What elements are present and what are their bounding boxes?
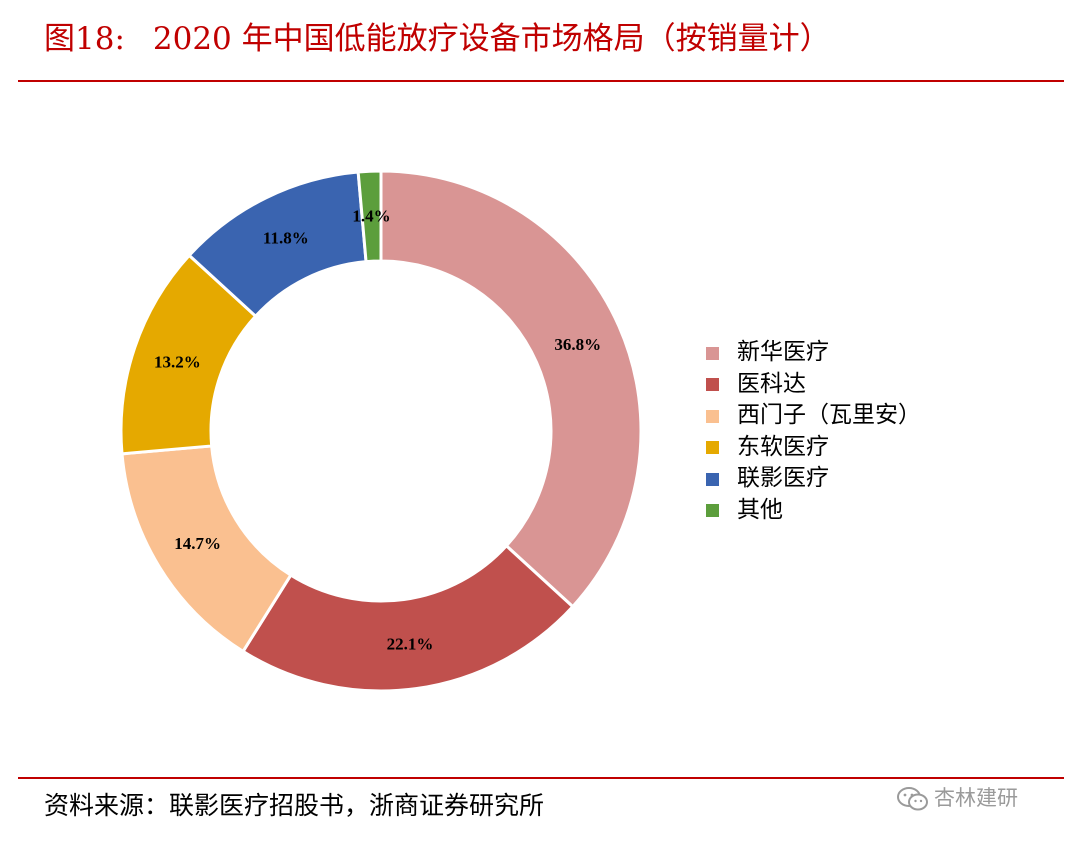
slice-data-label: 36.8% [554,335,601,354]
slice-data-label: 1.4% [352,207,390,226]
slice-data-label: 22.1% [387,635,434,654]
legend-item: 医科达 [706,369,921,401]
slice-data-label: 13.2% [154,352,201,371]
figure-title: 图18: 2020 年中国低能放疗设备市场格局（按销量计） [44,14,831,64]
slice-data-label: 14.7% [174,534,221,553]
legend-label: 联影医疗 [737,465,829,491]
legend-swatch [706,378,719,391]
figure-title-text: 2020 年中国低能放疗设备市场格局（按销量计） [152,21,831,57]
legend-label: 新华医疗 [737,339,829,365]
watermark: 杏林建研 [896,783,1018,813]
legend-item: 东软医疗 [706,432,921,464]
title-divider [18,80,1064,82]
legend-label: 其他 [737,496,783,523]
legend-item: 其他 [706,495,921,527]
chart-legend: 新华医疗医科达西门子（瓦里安） 东软医疗联影医疗其他 [706,337,921,526]
donut-slice [240,543,575,693]
figure-number: 图18: [44,21,125,57]
wechat-icon [897,787,928,811]
legend-swatch [706,441,719,454]
legend-item: 新华医疗 [706,337,921,369]
legend-item: 西门子（瓦里安） [706,400,921,432]
watermark-text: 杏林建研 [934,786,1018,810]
chart-slices [119,169,643,693]
legend-label: 东软医疗 [737,433,829,460]
chart-data-labels: 36.8% 22.1% 14.7% 13.2% 11.8% 1.4% [154,207,601,654]
slice-data-label: 11.8% [263,229,309,248]
legend-swatch [706,504,719,517]
donut-slice [379,169,643,609]
legend-label: 医科达 [737,370,806,397]
legend-item: 联影医疗 [706,463,921,495]
source-note: 资料来源：联影医疗招股书，浙商证券研究所 [44,791,545,820]
legend-swatch [706,346,719,360]
source-divider [18,777,1064,779]
legend-swatch [706,472,719,486]
donut-slice [356,169,383,264]
legend-label: 西门子（瓦里安） [737,402,921,428]
legend-swatch [706,409,719,423]
